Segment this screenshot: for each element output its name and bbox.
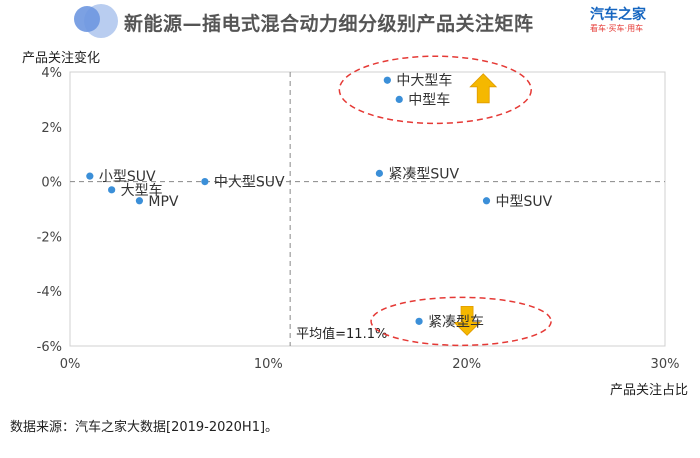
data-point-label: MPV xyxy=(148,194,179,210)
data-point xyxy=(108,186,116,194)
data-point xyxy=(201,178,209,186)
data-point xyxy=(415,317,423,325)
x-tick-label: 10% xyxy=(254,357,283,372)
brand-name: 汽车之家 xyxy=(590,7,646,23)
data-point xyxy=(482,197,491,205)
data-source-note: 数据来源：汽车之家大数据[2019-2020H1]。 xyxy=(10,420,279,435)
data-point xyxy=(135,197,144,205)
data-point xyxy=(395,95,403,103)
y-tick-label: -4% xyxy=(37,285,62,300)
plot-frame xyxy=(69,71,666,347)
data-point xyxy=(383,76,391,84)
data-point-label: 中型车 xyxy=(408,91,450,108)
data-point-label: 大型车 xyxy=(121,182,163,199)
data-point-label: 中型SUV xyxy=(496,194,553,210)
chart-container: 平均值=11.1% -6% -4% -2% 0% 2% 4% 0% 10% 20% 30% 产品关注变… xyxy=(0,46,700,406)
data-point-label: 中大型车 xyxy=(396,72,452,89)
scatter-chart: 平均值=11.1% -6% -4% -2% 0% 2% 4% 0% 10% 20% 30% 产品关注变… xyxy=(22,50,688,398)
brand-logo: 汽车之家 看车·买车·用车 xyxy=(590,6,690,34)
y-axis-title: 产品关注变化 xyxy=(22,50,100,66)
arrow-up-icon xyxy=(469,73,498,104)
page-title: 新能源—插电式混合动力细分级别产品关注矩阵 xyxy=(124,13,534,35)
data-point-label: 小型SUV xyxy=(99,169,156,185)
x-tick-label: 0% xyxy=(60,357,81,372)
header: 新能源—插电式混合动力细分级别产品关注矩阵 汽车之家 看车·买车·用车 xyxy=(0,0,700,46)
data-point xyxy=(375,169,383,177)
title-decoration-circle-small xyxy=(74,6,100,32)
highlight-ellipse xyxy=(370,296,552,347)
data-point xyxy=(86,172,94,180)
highlight-ellipse xyxy=(338,55,532,125)
y-tick-label: 4% xyxy=(41,66,62,81)
data-point-label: 紧凑型SUV xyxy=(388,165,459,182)
y-tick-label: -2% xyxy=(37,230,62,245)
y-tick-label: 2% xyxy=(41,121,62,136)
y-tick-label: -6% xyxy=(37,340,62,355)
data-point-label: 紧凑型车 xyxy=(428,313,484,330)
x-tick-label: 20% xyxy=(452,357,481,372)
brand-tagline: 看车·买车·用车 xyxy=(590,24,644,33)
x-axis-title: 产品关注占比 xyxy=(610,383,688,398)
x-tick-label: 30% xyxy=(651,357,680,372)
average-line-label: 平均值=11.1% xyxy=(296,326,387,342)
y-tick-label: 0% xyxy=(41,176,62,191)
arrow-down-icon xyxy=(453,305,482,336)
data-point-label: 中大型SUV xyxy=(214,175,285,191)
